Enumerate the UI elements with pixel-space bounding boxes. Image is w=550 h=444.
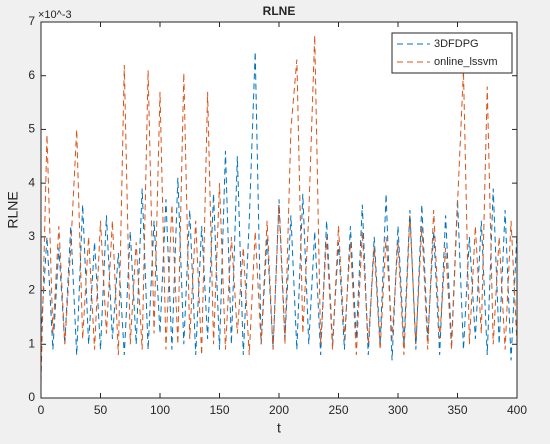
series-line	[40, 35, 518, 382]
x-tick-label: 50	[94, 403, 108, 417]
x-axis-label: t	[277, 420, 281, 436]
x-tick-label: 100	[150, 403, 170, 417]
legend-box	[391, 32, 513, 74]
y-tick-label: 0	[28, 390, 35, 404]
x-tick-label: 200	[269, 403, 289, 417]
x-tick-label: 150	[209, 403, 229, 417]
legend-label: 3DFDPG	[434, 38, 479, 50]
y-tick-label: 5	[28, 122, 35, 136]
y-tick-label: 6	[28, 68, 35, 82]
x-tick-label: 250	[328, 403, 348, 417]
y-exponent-label: ×10^-3	[38, 9, 72, 21]
y-axis-label: RLNE	[5, 191, 21, 228]
series-line	[40, 51, 518, 361]
x-tick-label: 400	[507, 403, 527, 417]
axes-box	[40, 21, 518, 399]
y-tick-label: 7	[28, 14, 35, 28]
y-tick-label: 2	[28, 283, 35, 297]
chart-title: RLNE	[263, 4, 296, 18]
x-tick-label: 300	[388, 403, 408, 417]
x-tick-label: 350	[447, 403, 467, 417]
x-tick-label: 0	[38, 403, 45, 417]
y-tick-label: 1	[28, 336, 35, 350]
legend-label: online_lssvm	[434, 56, 498, 68]
y-tick-label: 3	[28, 229, 35, 243]
y-tick-label: 4	[28, 175, 35, 189]
